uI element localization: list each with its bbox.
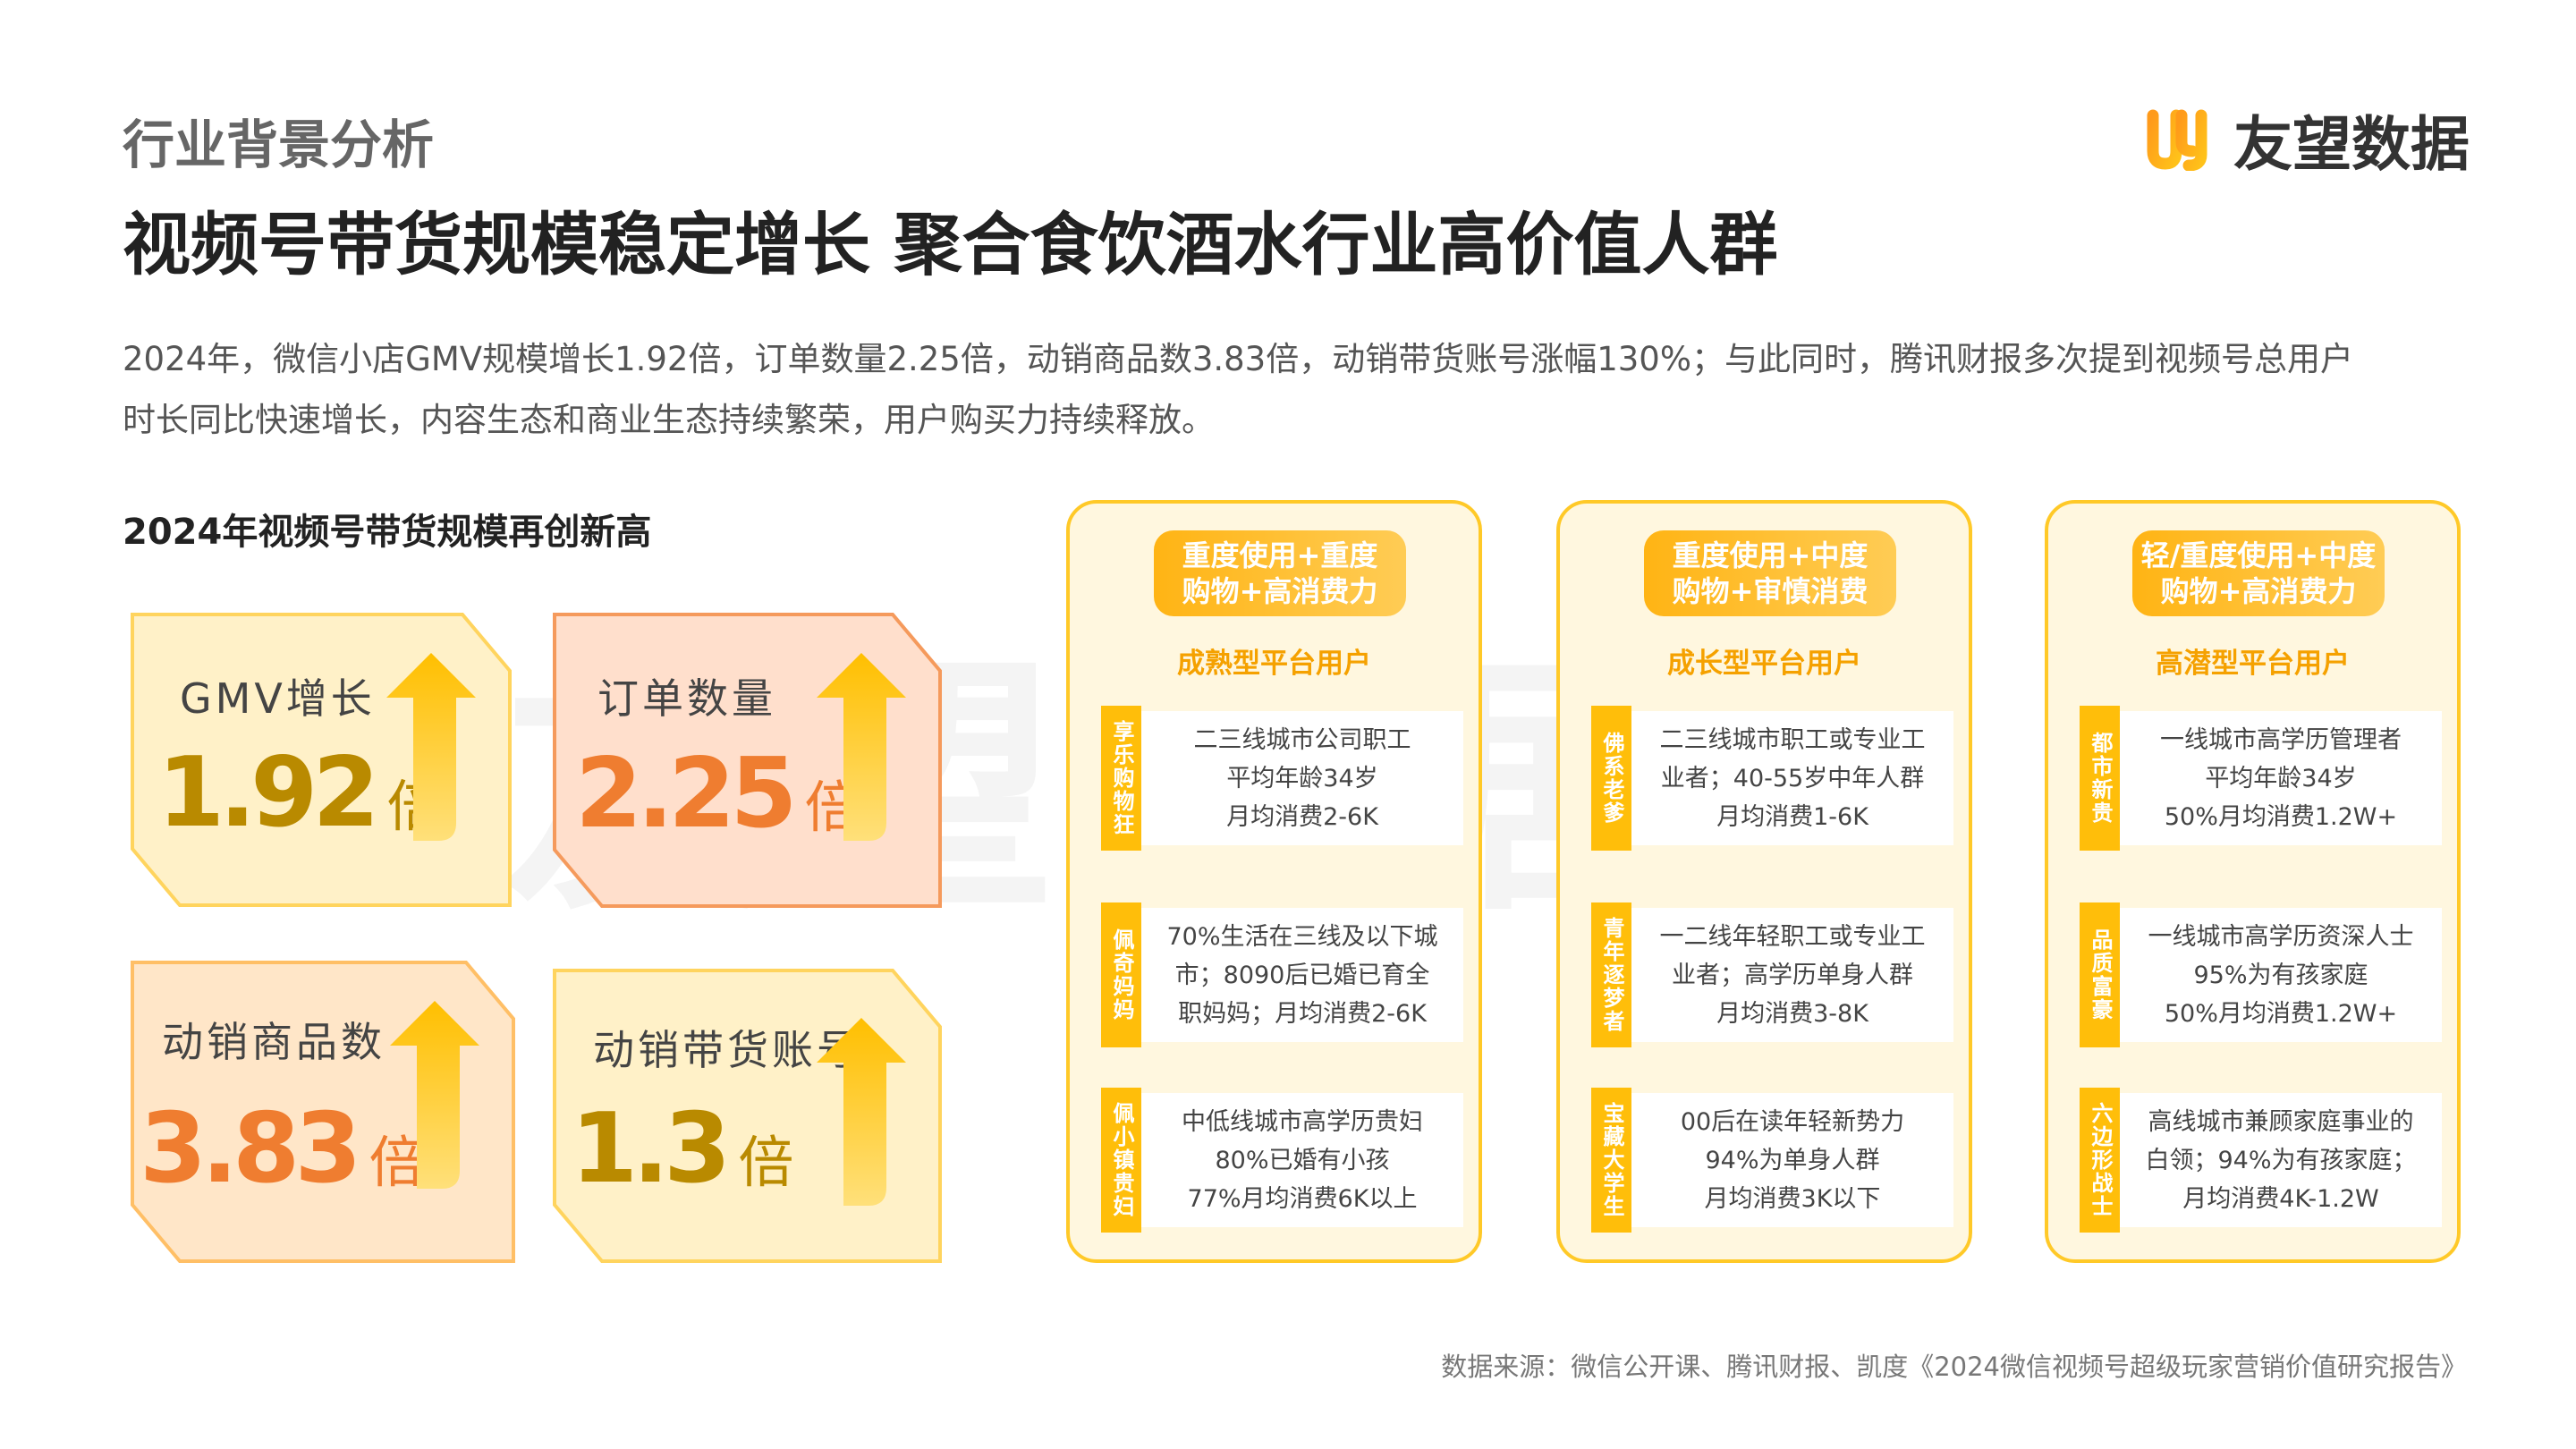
logo-text: 友望数据 bbox=[2233, 110, 2470, 179]
persona-desc: 一线城市高学历管理者 平均年龄34岁 50%月均消费1.2W+ bbox=[2120, 711, 2442, 845]
persona-row: 品质富豪 一线城市高学历资深人士 95%为有孩家庭 50%月均消费1.2W+ bbox=[2080, 902, 2442, 1047]
metric-label: 订单数量 bbox=[597, 674, 776, 723]
segment-pill: 重度使用+中度 购物+审慎消费 bbox=[1644, 530, 1896, 616]
segment-pill: 轻/重度使用+中度 购物+高消费力 bbox=[2132, 530, 2385, 616]
segment-column: 重度使用+重度 购物+高消费力 成熟型平台用户享乐购物狂 二三线城市公司职工 平均年龄… bbox=[1066, 500, 1482, 1263]
arrow-up-icon bbox=[817, 653, 906, 841]
persona-row: 青年逐梦者 一二线年轻职工或专业工 业者；高学历单身人群 月均消费3-8K bbox=[1591, 902, 1953, 1047]
section-kicker: 行业背景分析 bbox=[123, 114, 435, 175]
persona-desc: 一线城市高学历资深人士 95%为有孩家庭 50%月均消费1.2W+ bbox=[2120, 908, 2442, 1042]
persona-tag: 品质富豪 bbox=[2080, 902, 2120, 1047]
intro-line: 时长同比快速增长，内容生态和商业生态持续繁荣，用户购买力持续释放。 bbox=[123, 401, 1215, 439]
data-source: 数据来源：微信公开课、腾讯财报、凯度《2024微信视频号超级玩家营销价值研究报告… bbox=[1441, 1352, 2467, 1382]
segment-heading: 成熟型平台用户 bbox=[1177, 648, 1371, 680]
section-title: 2024年视频号带货规模再创新高 bbox=[123, 512, 652, 553]
persona-row: 佩奇妈妈 70%生活在三线及以下城 市；8090后已婚已育全 职妈妈；月均消费2-6K bbox=[1101, 902, 1463, 1047]
persona-row: 享乐购物狂 二三线城市公司职工 平均年龄34岁 月均消费2-6K bbox=[1101, 706, 1463, 851]
persona-tag: 都市新贵 bbox=[2080, 706, 2120, 851]
metric-label: 动销带货账号 bbox=[593, 1026, 861, 1074]
brand-logo: 友望数据 bbox=[2146, 97, 2470, 182]
metric-card: 订单数量 2.25 倍 bbox=[553, 613, 942, 908]
persona-desc: 二三线城市公司职工 平均年龄34岁 月均消费2-6K bbox=[1141, 711, 1463, 845]
persona-tag: 佛系老爹 bbox=[1591, 706, 1631, 851]
metric-label: GMV增长 bbox=[180, 674, 376, 723]
persona-tag: 佩奇妈妈 bbox=[1101, 902, 1141, 1047]
persona-row: 六边形战士 高线城市兼顾家庭事业的 白领；94%为有孩家庭； 月均消费4K-1.2W bbox=[2080, 1088, 2442, 1233]
persona-row: 佛系老爹 二三线城市职工或专业工 业者；40-55岁中年人群 月均消费1-6K bbox=[1591, 706, 1953, 851]
persona-tag: 宝藏大学生 bbox=[1591, 1088, 1631, 1233]
segment-heading: 成长型平台用户 bbox=[1667, 648, 1861, 680]
intro-line: 2024年，微信小店GMV规模增长1.92倍，订单数量2.25倍，动销商品数3.… bbox=[123, 340, 2353, 378]
persona-row: 宝藏大学生 00后在读年轻新势力 94%为单身人群 月均消费3K以下 bbox=[1591, 1088, 1953, 1233]
uy-logo-icon bbox=[2147, 109, 2207, 171]
persona-desc: 中低线城市高学历贵妇 80%已婚有小孩 77%月均消费6K以上 bbox=[1141, 1093, 1463, 1227]
persona-tag: 六边形战士 bbox=[2080, 1088, 2120, 1233]
persona-desc: 一二线年轻职工或专业工 业者；高学历单身人群 月均消费3-8K bbox=[1631, 908, 1953, 1042]
metric-card: GMV增长 1.92倍 bbox=[131, 613, 512, 907]
metric-card: 动销商品数 3.83 倍 bbox=[131, 961, 515, 1263]
persona-desc: 00后在读年轻新势力 94%为单身人群 月均消费3K以下 bbox=[1631, 1093, 1953, 1227]
segment-pill: 重度使用+重度 购物+高消费力 bbox=[1154, 530, 1406, 616]
intro-paragraph: 2024年，微信小店GMV规模增长1.92倍，订单数量2.25倍，动销商品数3.… bbox=[123, 329, 2484, 451]
persona-row: 都市新贵 一线城市高学历管理者 平均年龄34岁 50%月均消费1.2W+ bbox=[2080, 706, 2442, 851]
arrow-up-icon bbox=[817, 1018, 906, 1206]
persona-desc: 二三线城市职工或专业工 业者；40-55岁中年人群 月均消费1-6K bbox=[1631, 711, 1953, 845]
page-title: 视频号带货规模稳定增长 聚合食饮酒水行业高价值人群 bbox=[123, 205, 1778, 284]
persona-desc: 高线城市兼顾家庭事业的 白领；94%为有孩家庭； 月均消费4K-1.2W bbox=[2120, 1093, 2442, 1227]
metric-card: 动销带货账号 1.3 倍 bbox=[553, 969, 942, 1263]
arrow-up-icon bbox=[386, 653, 476, 841]
persona-row: 佩小镇贵妇 中低线城市高学历贵妇 80%已婚有小孩 77%月均消费6K以上 bbox=[1101, 1088, 1463, 1233]
persona-tag: 享乐购物狂 bbox=[1101, 706, 1141, 851]
segment-column: 重度使用+中度 购物+审慎消费 成长型平台用户佛系老爹 二三线城市职工或专业工 业者；… bbox=[1556, 500, 1972, 1263]
metric-label: 动销商品数 bbox=[162, 1018, 386, 1066]
arrow-up-icon bbox=[390, 1001, 479, 1189]
persona-tag: 青年逐梦者 bbox=[1591, 902, 1631, 1047]
metric-value: 1.3 倍 bbox=[571, 1093, 794, 1205]
segment-column: 轻/重度使用+中度 购物+高消费力 高潜型平台用户都市新贵 一线城市高学历管理者 平均… bbox=[2045, 500, 2461, 1263]
persona-desc: 70%生活在三线及以下城 市；8090后已婚已育全 职妈妈；月均消费2-6K bbox=[1141, 908, 1463, 1042]
segment-heading: 高潜型平台用户 bbox=[2156, 648, 2350, 680]
persona-tag: 佩小镇贵妇 bbox=[1101, 1088, 1141, 1233]
metric-value: 3.83 倍 bbox=[140, 1093, 425, 1205]
